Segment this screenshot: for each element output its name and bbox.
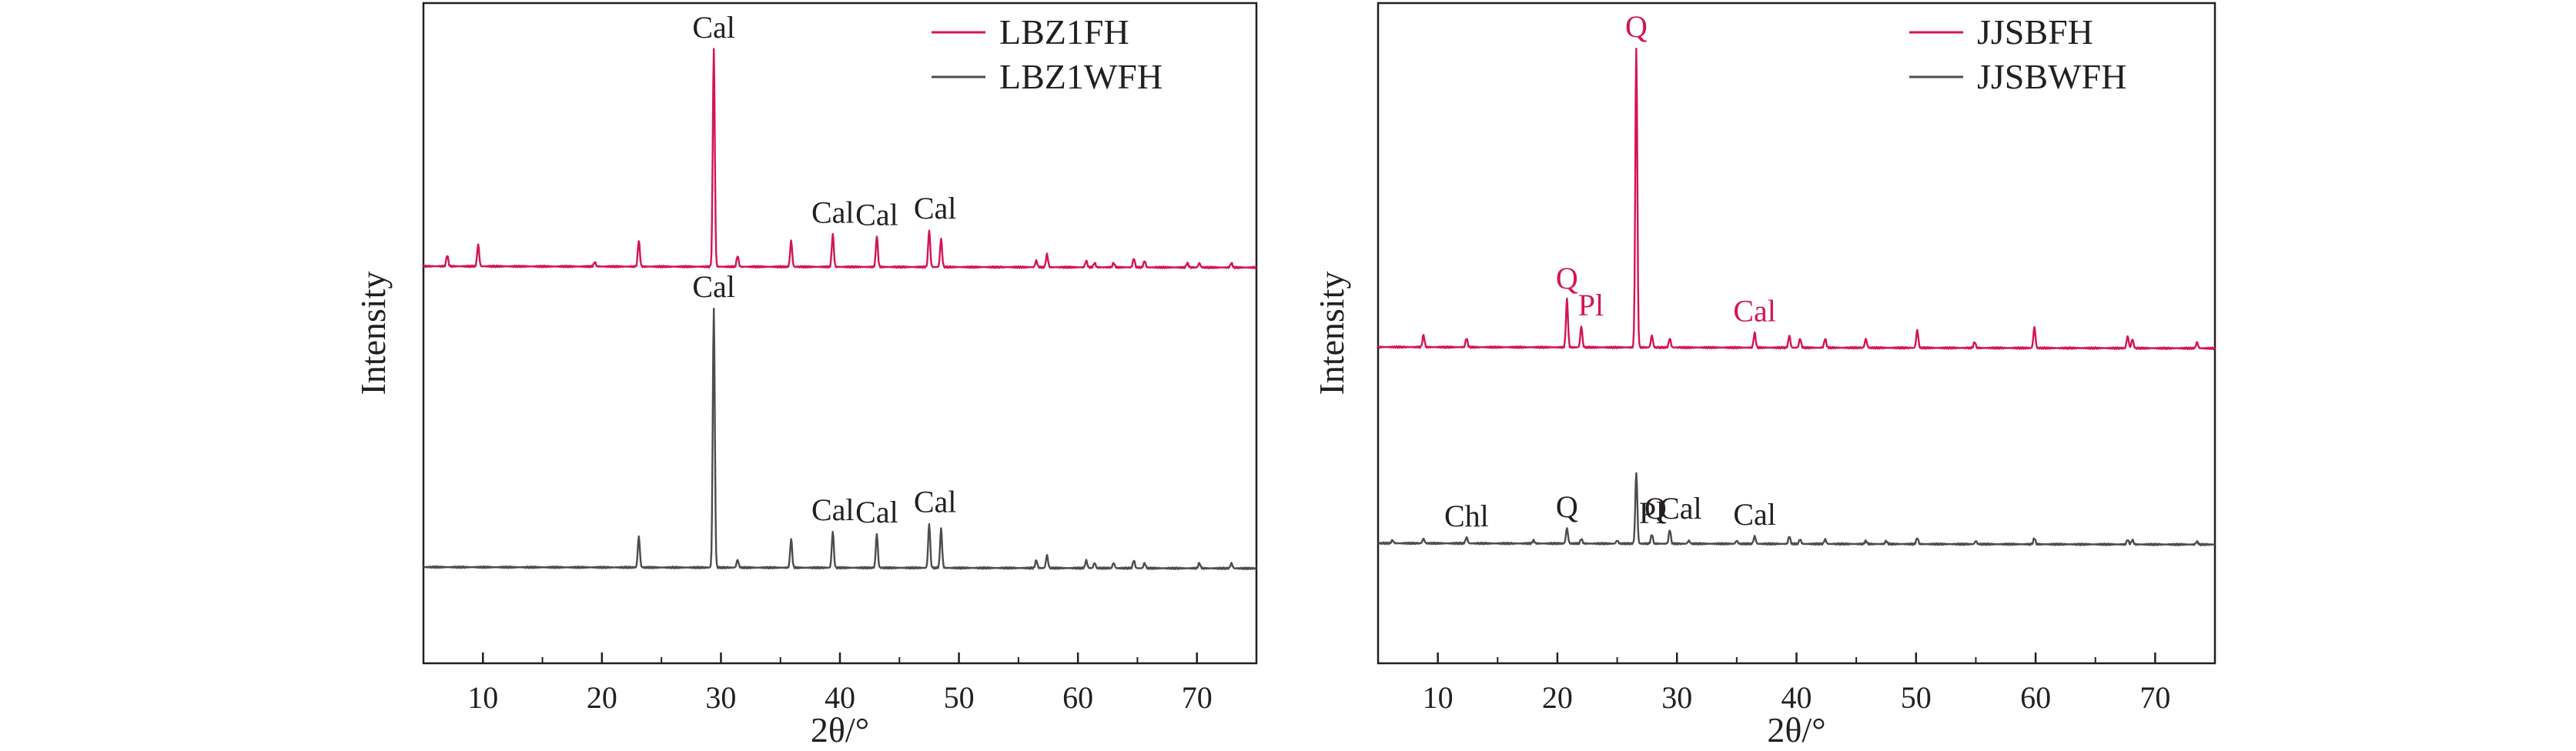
y-axis-label: Intensity [353, 272, 393, 396]
x-tick-label: 40 [825, 680, 855, 715]
peak-annotation: Q [1556, 489, 1578, 524]
plot-frame [1377, 2, 2216, 665]
x-tick-label: 10 [467, 680, 498, 715]
x-tick-label: 60 [2020, 680, 2051, 715]
x-tick-label: 30 [705, 680, 736, 715]
peak-annotation: Cal [855, 495, 898, 529]
peak-annotation: Pl [1639, 496, 1664, 530]
legend-label: JJSBWFH [1977, 57, 2126, 96]
x-tick-label: 30 [1661, 680, 1692, 715]
series-line-lbz1wfh [423, 307, 1257, 570]
legend-label: JJSBFH [1977, 12, 2093, 52]
y-axis-label: Intensity [1312, 272, 1351, 396]
peak-annotation: Cal [914, 485, 957, 519]
peak-annotation: Cal [855, 197, 898, 232]
x-tick-label: 50 [1901, 680, 1932, 715]
series-line-jjsbwfh [1377, 472, 2216, 546]
x-tick-label: 70 [1182, 680, 1213, 715]
peak-annotation: Pl [1578, 288, 1604, 322]
peak-annotation: Cal [1733, 294, 1776, 329]
peak-annotation: Q [1625, 9, 1648, 44]
x-tick-label: 60 [1062, 680, 1093, 715]
peak-annotation: Cal [811, 195, 855, 230]
peak-annotation: Cal [692, 10, 735, 45]
x-tick-label: 20 [1542, 680, 1573, 715]
x-axis-label: 2θ/° [1767, 710, 1825, 747]
peak-annotation: Q [1556, 261, 1578, 295]
peak-annotation: Chl [1444, 499, 1489, 533]
peak-annotation: Cal [692, 269, 735, 304]
legend-label: LBZ1FH [999, 12, 1129, 52]
peak-annotation: Cal [811, 492, 855, 527]
x-tick-label: 40 [1781, 680, 1812, 715]
peak-annotation: Cal [914, 191, 957, 225]
legend-label: LBZ1WFH [999, 57, 1163, 96]
peak-annotation: Cal [1659, 491, 1702, 526]
series-line-jjsbfh [1377, 48, 2216, 351]
x-tick-label: 50 [944, 680, 975, 715]
x-tick-label: 70 [2139, 680, 2170, 715]
chart-panel-1: 10 20 30 40 50 60 70 2θ/° Intensity LBZ1FH LBZ1WFH… [353, 2, 1258, 749]
chart-panel-2: 10 20 30 40 50 60 70 2θ/° Intensity JJSBFH JJSBWFH… [1312, 2, 2216, 749]
plot-frame [422, 2, 1258, 665]
x-tick-label: 10 [1423, 680, 1454, 715]
series-line-lbz1fh [423, 48, 1257, 269]
x-axis-label: 2θ/° [811, 710, 869, 747]
peak-annotation: Q [1644, 491, 1667, 526]
x-tick-label: 20 [587, 680, 617, 715]
peak-annotation: Cal [1733, 497, 1776, 532]
